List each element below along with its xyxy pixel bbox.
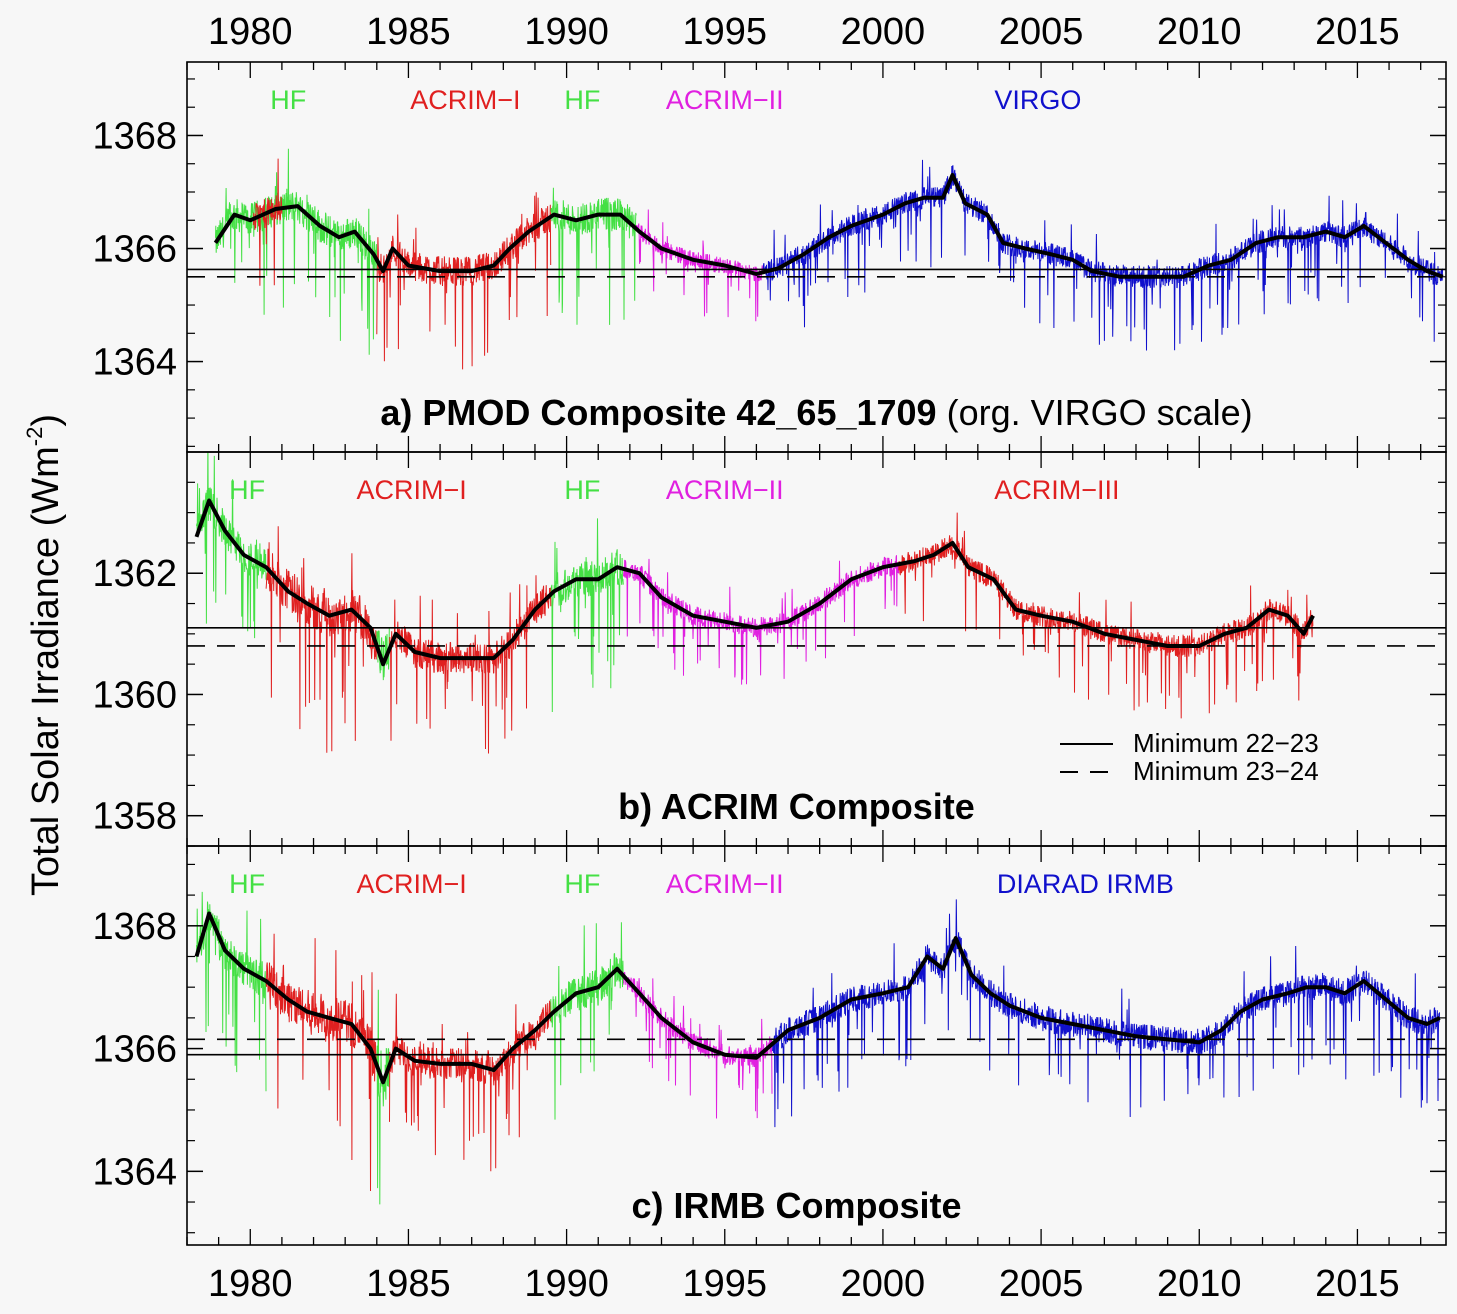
instrument-label-diarad-irmb: DIARAD IRMB bbox=[997, 869, 1174, 899]
composite-b-line bbox=[194, 498, 1315, 667]
x-tick-label-top: 1985 bbox=[366, 11, 451, 53]
series-acrim-iii-segment-6 bbox=[898, 512, 1314, 719]
y-tick-label: 1366 bbox=[92, 229, 177, 271]
panel-c-plot-area bbox=[187, 891, 1446, 1205]
x-tick-label-top: 2015 bbox=[1315, 11, 1400, 53]
x-tick-label-bottom: 2010 bbox=[1157, 1263, 1242, 1305]
panel-frame bbox=[186, 845, 1447, 1246]
instrument-label-acrim-ii: ACRIM−II bbox=[666, 869, 784, 899]
series-hf-segment-4 bbox=[550, 922, 624, 1120]
panel-c: 1364 1366 1368 HF ACRIM−I HF ACRIM−II DIARAD IR… bbox=[92, 863, 1446, 1234]
instrument-label-virgo: VIRGO bbox=[994, 85, 1081, 115]
instrument-label-acrim-iii: ACRIM−III bbox=[994, 475, 1119, 505]
series-acrim-ii-segment-5 bbox=[623, 555, 900, 685]
y-tick-label: 1366 bbox=[92, 1029, 177, 1071]
panel-b-plot-area bbox=[187, 452, 1446, 754]
x-tick-label-bottom: 1980 bbox=[208, 1263, 293, 1305]
panel-a-plot-area bbox=[187, 148, 1446, 370]
instrument-label-hf: HF bbox=[564, 869, 600, 899]
y-axis-label: Total Solar Irradiance (Wm-2) bbox=[22, 414, 67, 896]
series-diarad-irmb-segment-6 bbox=[771, 899, 1440, 1128]
panel-c-title-bold: c) IRMB Composite bbox=[631, 1185, 961, 1226]
panel-b-title: b) ACRIM Composite bbox=[618, 786, 975, 827]
chart-panels: 1364 1366 1368 HF ACRIM−I HF ACRIM−II VIRGO a) P… bbox=[92, 78, 1446, 1234]
chart-frame bbox=[186, 61, 1447, 1246]
instrument-label-hf: HF bbox=[229, 475, 265, 505]
y-tick-label: 1362 bbox=[92, 553, 177, 595]
panel-b: 1358 1360 1362 HF ACRIM−I HF ACRIM−II ACRIM−III… bbox=[92, 452, 1446, 847]
instrument-label-hf: HF bbox=[229, 869, 265, 899]
x-tick-label-top: 1980 bbox=[208, 11, 293, 53]
instrument-label-acrim-ii: ACRIM−II bbox=[666, 475, 784, 505]
panel-b-title-bold: b) ACRIM Composite bbox=[618, 786, 975, 827]
x-tick-label-bottom: 2005 bbox=[999, 1263, 1084, 1305]
instrument-label-hf: HF bbox=[564, 475, 600, 505]
x-tick-label-top: 2000 bbox=[841, 11, 926, 53]
series-hf-segment-3 bbox=[550, 187, 637, 325]
instrument-label-acrim-i: ACRIM−I bbox=[356, 475, 466, 505]
y-tick-label: 1364 bbox=[92, 342, 177, 384]
x-tick-label-bottom: 2000 bbox=[841, 1263, 926, 1305]
x-tick-label-bottom: 1985 bbox=[366, 1263, 451, 1305]
y-tick-label: 1368 bbox=[92, 906, 177, 948]
panel-a: 1364 1366 1368 HF ACRIM−I HF ACRIM−II VIRGO a) P… bbox=[92, 78, 1446, 447]
x-tick-label-top: 2010 bbox=[1157, 11, 1242, 53]
panel-a-title-bold: a) PMOD Composite 42_65_1709 bbox=[380, 392, 936, 433]
series-hf-segment-0 bbox=[196, 891, 267, 1092]
legend-label-minimum-22-23: Minimum 22−23 bbox=[1133, 728, 1319, 758]
x-axis-bottom: 1980 1985 1990 1995 2000 2005 2010 2015 bbox=[208, 1263, 1400, 1305]
instrument-label-acrim-ii: ACRIM−II bbox=[666, 85, 784, 115]
panel-c-title: c) IRMB Composite bbox=[631, 1185, 961, 1226]
x-tick-label-bottom: 1995 bbox=[682, 1263, 767, 1305]
composite-c-line bbox=[194, 911, 1441, 1085]
x-tick-label-top: 1990 bbox=[524, 11, 609, 53]
panel-a-title-normal: (org. VIRGO scale) bbox=[937, 392, 1253, 433]
x-axis-top: 1980 1985 1990 1995 2000 2005 2010 2015 bbox=[208, 11, 1400, 53]
y-tick-label: 1360 bbox=[92, 674, 177, 716]
instrument-label-hf: HF bbox=[564, 85, 600, 115]
composite-a-line bbox=[213, 173, 1444, 279]
y-tick-label: 1364 bbox=[92, 1151, 177, 1193]
instrument-label-acrim-i: ACRIM−I bbox=[356, 869, 466, 899]
legend-label-minimum-23-24: Minimum 23−24 bbox=[1133, 756, 1319, 786]
instrument-label-hf: HF bbox=[270, 85, 306, 115]
y-tick-label: 1368 bbox=[92, 115, 177, 157]
x-tick-label-top: 2005 bbox=[999, 11, 1084, 53]
x-tick-label-bottom: 1990 bbox=[524, 1263, 609, 1305]
series-hf-segment-4 bbox=[550, 518, 624, 713]
legend: Minimum 22−23 Minimum 23−24 bbox=[1060, 728, 1319, 786]
y-tick-label: 1358 bbox=[92, 796, 177, 838]
instrument-label-acrim-i: ACRIM−I bbox=[410, 85, 520, 115]
x-tick-label-top: 1995 bbox=[682, 11, 767, 53]
x-tick-label-bottom: 2015 bbox=[1315, 1263, 1400, 1305]
panel-a-title: a) PMOD Composite 42_65_1709 (org. VIRGO… bbox=[380, 392, 1252, 433]
series-acrim-i-segment-3 bbox=[389, 575, 552, 754]
series-acrim-i-segment-1 bbox=[265, 933, 377, 1192]
